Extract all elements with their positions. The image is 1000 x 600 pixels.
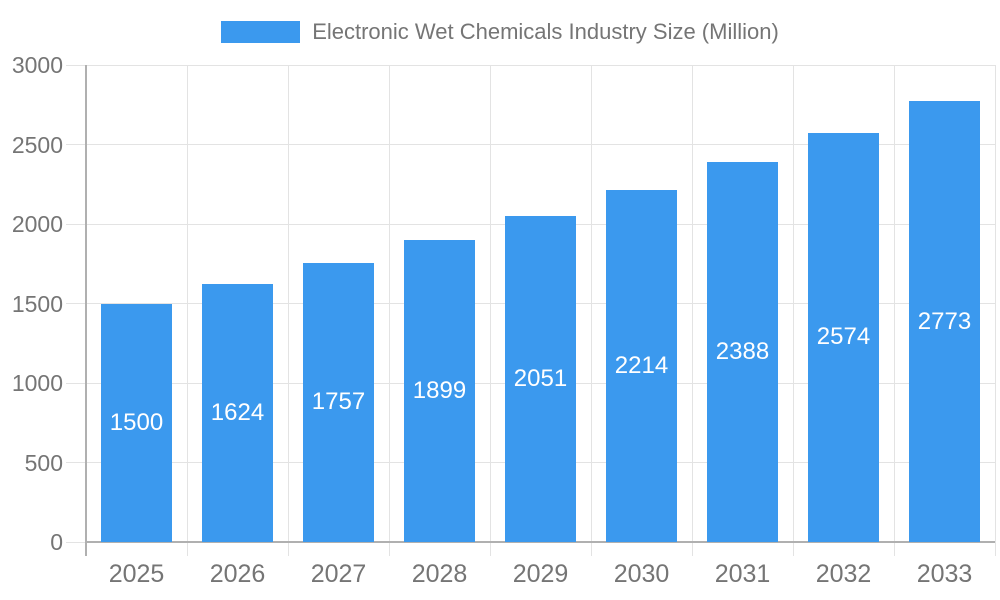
x-axis-tick-label: 2029 bbox=[512, 560, 569, 588]
y-axis-tick-label: 2000 bbox=[11, 211, 63, 237]
bar-value-label: 2214 bbox=[614, 351, 669, 379]
x-axis-tick-label: 2027 bbox=[310, 560, 367, 588]
x-axis-tick-label: 2026 bbox=[209, 560, 266, 588]
bar[interactable]: 2214 bbox=[606, 189, 677, 542]
y-gridline bbox=[66, 64, 995, 66]
y-axis-tick-label: 3000 bbox=[11, 52, 63, 78]
legend-swatch bbox=[221, 21, 301, 43]
legend-label: Electronic Wet Chemicals Industry Size (… bbox=[312, 19, 779, 44]
y-axis-tick-label: 2500 bbox=[11, 131, 63, 158]
bar[interactable]: 1899 bbox=[404, 240, 475, 542]
bar-value-label: 2051 bbox=[513, 364, 568, 392]
bar[interactable]: 1624 bbox=[202, 283, 273, 542]
bar[interactable]: 2574 bbox=[808, 132, 879, 542]
x-gridline bbox=[590, 65, 592, 556]
y-axis-line bbox=[85, 65, 87, 556]
x-gridline bbox=[893, 65, 895, 556]
x-axis-tick-label: 2030 bbox=[613, 560, 670, 588]
y-axis-tick-label: 500 bbox=[24, 449, 63, 476]
bar-value-label: 1899 bbox=[412, 377, 467, 405]
bar-value-label: 2388 bbox=[715, 338, 770, 366]
bar-value-label: 2574 bbox=[816, 323, 871, 351]
bar[interactable]: 2773 bbox=[909, 101, 980, 542]
bar-value-label: 2773 bbox=[917, 307, 972, 335]
x-axis-line bbox=[86, 541, 995, 543]
x-gridline bbox=[994, 65, 996, 556]
x-axis-tick-label: 2032 bbox=[815, 560, 872, 588]
y-axis-tick-label: 1000 bbox=[11, 370, 63, 396]
legend[interactable]: Electronic Wet Chemicals Industry Size (… bbox=[0, 19, 1000, 45]
x-gridline bbox=[489, 65, 491, 556]
x-gridline bbox=[287, 65, 289, 556]
x-axis-tick-label: 2028 bbox=[411, 560, 468, 588]
x-gridline bbox=[186, 65, 188, 556]
bar-value-label: 1624 bbox=[210, 398, 265, 426]
bar-value-label: 1757 bbox=[311, 388, 366, 416]
bar-value-label: 1500 bbox=[109, 408, 164, 436]
x-axis-tick-label: 2025 bbox=[108, 560, 165, 588]
x-axis-tick-label: 2031 bbox=[714, 560, 771, 588]
x-gridline bbox=[691, 65, 693, 556]
x-axis-tick-label: 2033 bbox=[916, 560, 973, 588]
bar[interactable]: 1757 bbox=[303, 262, 374, 542]
bar[interactable]: 1500 bbox=[101, 303, 172, 542]
y-axis-tick-label: 1500 bbox=[11, 290, 63, 317]
bar[interactable]: 2388 bbox=[707, 162, 778, 542]
bar[interactable]: 2051 bbox=[505, 215, 576, 542]
y-axis-tick-label: 0 bbox=[50, 529, 63, 555]
x-gridline bbox=[792, 65, 794, 556]
x-gridline bbox=[388, 65, 390, 556]
y-gridline bbox=[66, 144, 995, 145]
